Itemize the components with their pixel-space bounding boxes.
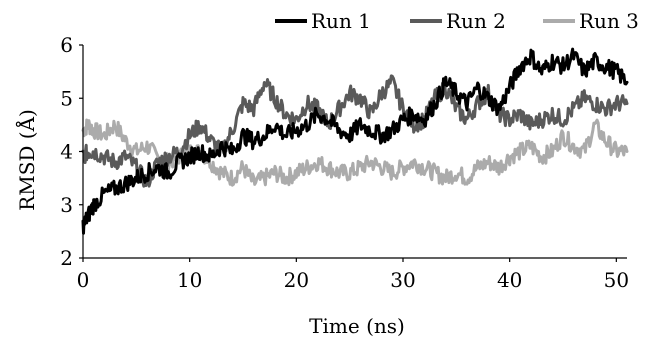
x-tick-label: 30 bbox=[390, 268, 415, 292]
legend-label: Run 2 bbox=[446, 9, 506, 33]
x-tick-label: 0 bbox=[77, 268, 90, 292]
y-tick-label: 4 bbox=[60, 140, 73, 164]
y-tick-label: 2 bbox=[60, 246, 73, 270]
series-layer bbox=[81, 47, 629, 235]
y-tick-label: 3 bbox=[60, 193, 73, 217]
x-tick-label: 10 bbox=[177, 268, 202, 292]
x-tick-label: 40 bbox=[497, 268, 522, 292]
legend-label: Run 1 bbox=[311, 9, 371, 33]
series-line-run-1 bbox=[81, 47, 629, 235]
y-tick-label: 6 bbox=[60, 33, 73, 57]
y-axis-title: RMSD (Å) bbox=[14, 109, 39, 211]
x-tick-label: 20 bbox=[284, 268, 309, 292]
x-tick-label: 50 bbox=[604, 268, 629, 292]
legend: Run 1 Run 2 Run 3 bbox=[275, 9, 639, 33]
legend-label: Run 3 bbox=[579, 9, 639, 33]
y-tick-label: 5 bbox=[60, 86, 73, 110]
y-axis-ticks: 2 3 4 5 6 bbox=[60, 33, 83, 270]
x-axis-title: Time (ns) bbox=[309, 314, 405, 338]
series-line-run-2 bbox=[81, 74, 629, 188]
x-axis-ticks: 0 10 20 30 40 50 bbox=[77, 258, 629, 292]
